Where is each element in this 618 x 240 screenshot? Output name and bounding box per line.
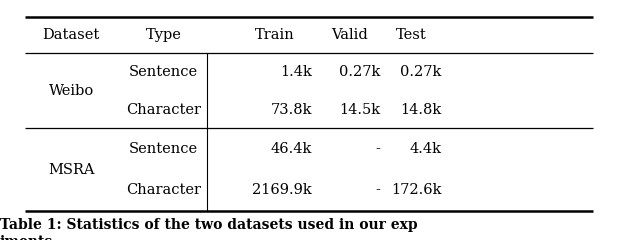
Text: 46.4k: 46.4k xyxy=(271,142,312,156)
Text: Sentence: Sentence xyxy=(129,65,198,79)
Text: 0.27k: 0.27k xyxy=(400,65,442,79)
Text: Valid: Valid xyxy=(331,28,368,42)
Text: 4.4k: 4.4k xyxy=(410,142,442,156)
Text: Character: Character xyxy=(126,184,201,198)
Text: Table 1: Statistics of the two datasets used in our exp
iments: Table 1: Statistics of the two datasets … xyxy=(0,218,418,240)
Text: -: - xyxy=(375,142,380,156)
Text: Type: Type xyxy=(146,28,182,42)
Text: 0.27k: 0.27k xyxy=(339,65,380,79)
Text: 73.8k: 73.8k xyxy=(271,102,312,116)
Text: Sentence: Sentence xyxy=(129,142,198,156)
Text: 14.8k: 14.8k xyxy=(400,102,442,116)
Text: 2169.9k: 2169.9k xyxy=(252,184,312,198)
Text: -: - xyxy=(375,184,380,198)
Text: Train: Train xyxy=(255,28,295,42)
Text: Test: Test xyxy=(396,28,426,42)
Text: 1.4k: 1.4k xyxy=(280,65,312,79)
Text: Dataset: Dataset xyxy=(43,28,99,42)
Text: Weibo: Weibo xyxy=(48,84,94,98)
Text: 172.6k: 172.6k xyxy=(391,184,442,198)
Text: 14.5k: 14.5k xyxy=(339,102,380,116)
Text: MSRA: MSRA xyxy=(48,163,95,177)
Text: Character: Character xyxy=(126,102,201,116)
